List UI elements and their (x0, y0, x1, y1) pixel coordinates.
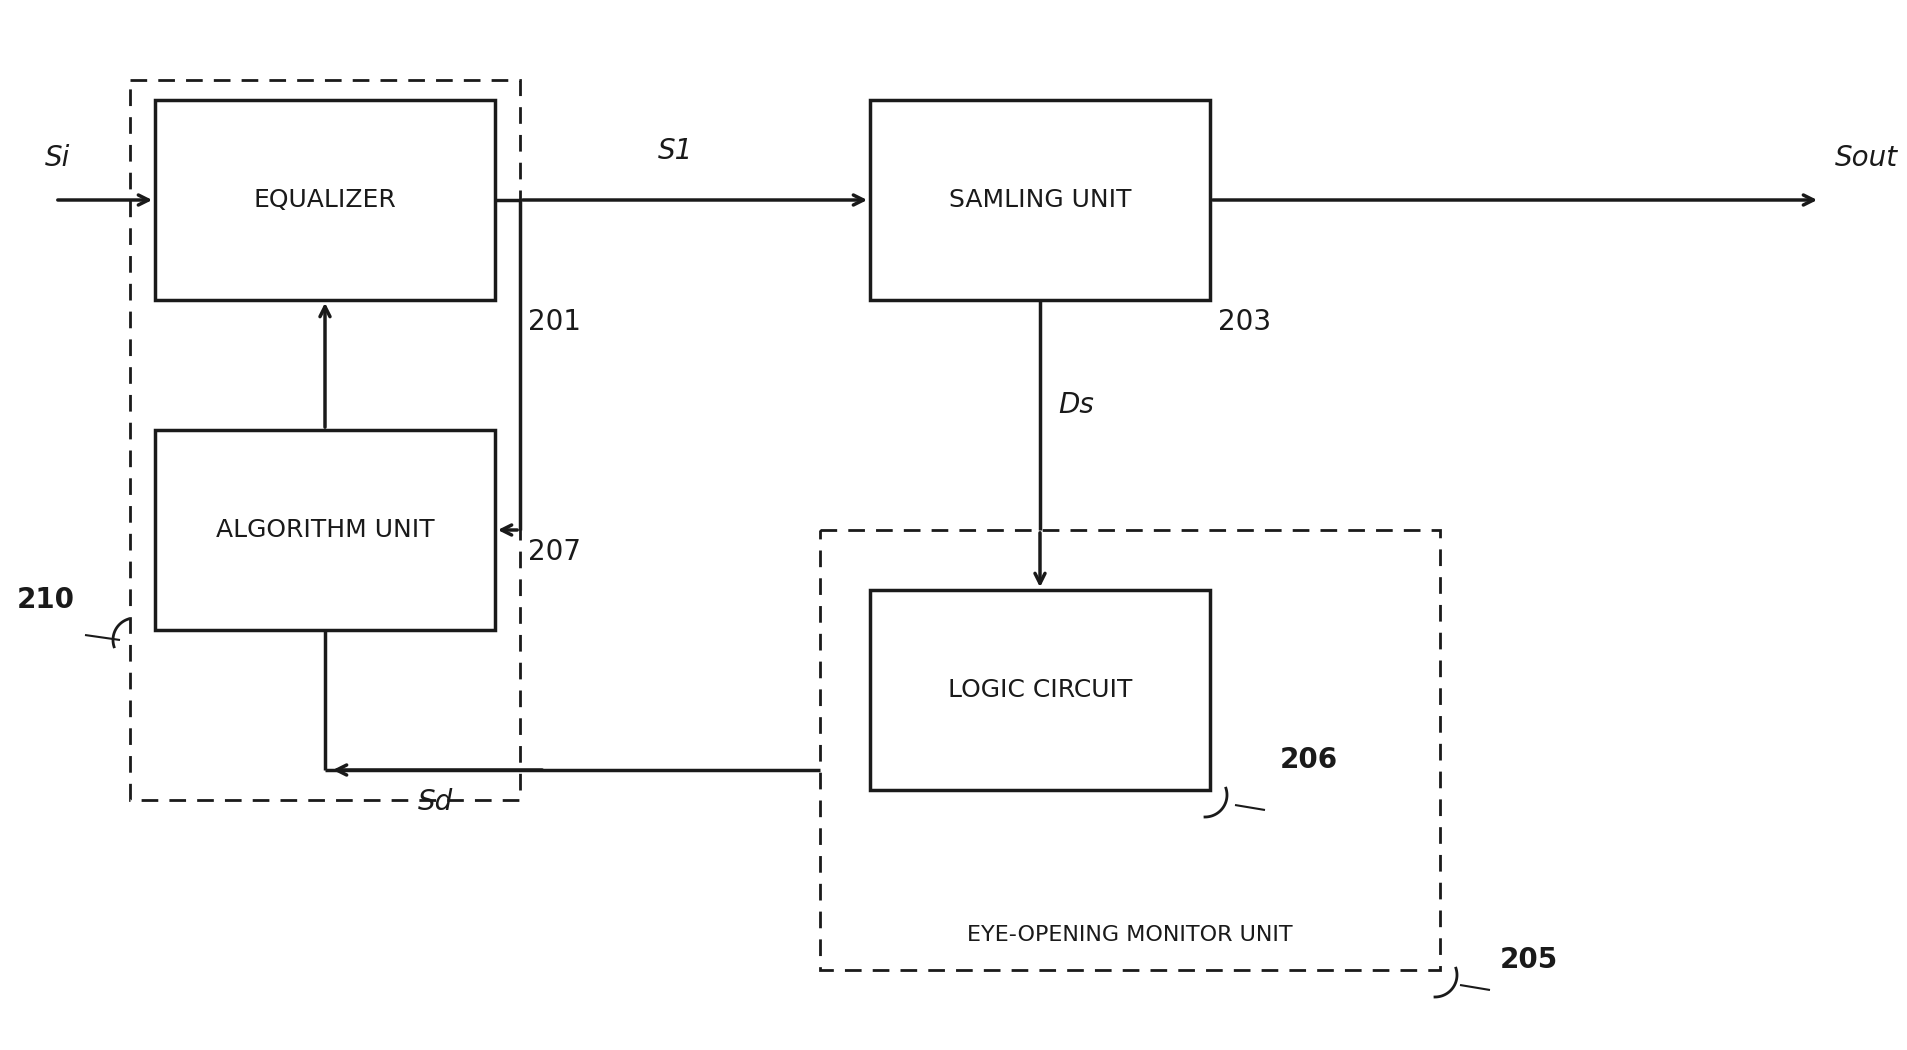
Text: 201: 201 (528, 308, 582, 336)
Text: EYE-OPENING MONITOR UNIT: EYE-OPENING MONITOR UNIT (967, 925, 1293, 945)
Text: ALGORITHM UNIT: ALGORITHM UNIT (215, 518, 435, 542)
Bar (154, 430, 494, 630)
Text: S1: S1 (658, 136, 692, 165)
Text: 207: 207 (528, 538, 582, 566)
Bar (870, 100, 1209, 300)
Bar (820, 530, 1440, 970)
Bar (870, 590, 1209, 790)
Text: Sout: Sout (1835, 144, 1897, 172)
Text: EQUALIZER: EQUALIZER (254, 188, 397, 212)
Text: Si: Si (46, 144, 71, 172)
Text: Ds: Ds (1058, 391, 1093, 419)
Text: 210: 210 (17, 586, 74, 614)
Text: 205: 205 (1499, 946, 1558, 974)
Text: Sd: Sd (418, 788, 452, 816)
Bar (130, 80, 521, 800)
Text: 206: 206 (1280, 746, 1337, 774)
Bar (154, 100, 494, 300)
Text: 203: 203 (1217, 308, 1270, 336)
Text: LOGIC CIRCUIT: LOGIC CIRCUIT (948, 678, 1131, 702)
Text: SAMLING UNIT: SAMLING UNIT (948, 188, 1131, 212)
